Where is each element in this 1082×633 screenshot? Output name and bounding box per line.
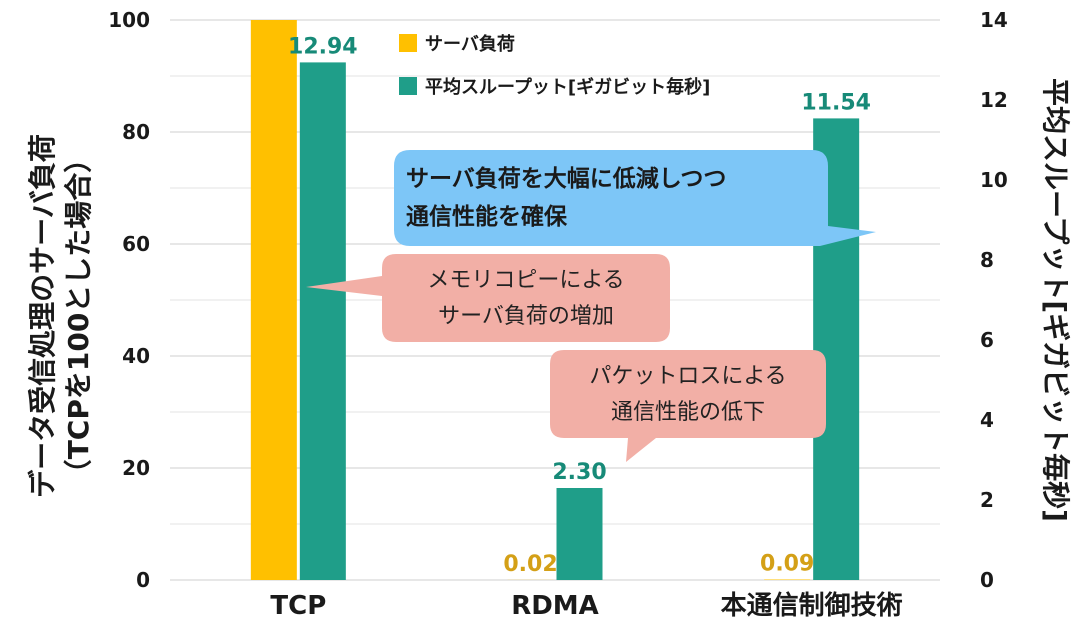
callout-red-1-line-1: メモリコピーによる	[427, 268, 624, 293]
bar	[764, 579, 811, 580]
bar	[556, 488, 603, 580]
bars	[250, 20, 860, 581]
callout-red-2: パケットロスによる 通信性能の低下	[550, 350, 826, 462]
bar	[299, 62, 346, 580]
right-tick-label: 10	[980, 168, 1008, 192]
right-tick-label: 0	[980, 568, 994, 592]
category-label: 本通信制御技術	[721, 590, 903, 621]
left-tick-label: 100	[108, 8, 150, 32]
right-tick-label: 8	[980, 248, 994, 272]
legend-swatch-server-load	[399, 34, 417, 52]
data-label: 0.09	[760, 551, 814, 576]
callout-red-1-shape	[306, 254, 670, 342]
right-tick-label: 6	[980, 328, 994, 352]
callout-red-2-line-1: パケットロスによる	[589, 364, 786, 389]
callout-blue-shape	[394, 150, 876, 246]
data-label: 0.02	[503, 552, 557, 577]
right-tick-label: 4	[980, 408, 994, 432]
left-axis-subtitle: （TCPを100とした場合）	[62, 145, 95, 488]
data-labels: 12.94 0.02 2.30 0.09 11.54	[288, 34, 871, 576]
category-labels: TCP RDMA 本通信制御技術	[270, 590, 902, 621]
callout-red-2-line-2: 通信性能の低下	[611, 400, 765, 425]
legend-swatch-throughput	[399, 77, 417, 95]
left-tick-label: 0	[136, 568, 150, 592]
data-label: 2.30	[552, 460, 606, 485]
legend: サーバ負荷 平均スループット[ギガビット毎秒]	[399, 33, 710, 98]
left-axis-title: データ受信処理のサーバ負荷	[26, 134, 59, 498]
left-tick-label: 40	[122, 344, 150, 368]
callout-blue: サーバ負荷を大幅に低減しつつ 通信性能を確保	[394, 150, 876, 246]
callout-blue-line-1: サーバ負荷を大幅に低減しつつ	[406, 165, 726, 192]
bar	[250, 20, 297, 580]
right-tick-label: 2	[980, 488, 994, 512]
callout-red-1-line-2: サーバ負荷の増加	[438, 304, 614, 329]
left-tick-label: 80	[122, 120, 150, 144]
left-tick-label: 20	[122, 456, 150, 480]
right-axis-ticks: 0 2 4 6 8 10 12 14	[980, 8, 1008, 592]
callout-blue-line-2: 通信性能を確保	[406, 203, 568, 230]
callout-red-1: メモリコピーによる サーバ負荷の増加	[306, 254, 670, 342]
right-tick-label: 12	[980, 88, 1008, 112]
category-label: RDMA	[511, 591, 599, 621]
callout-red-2-shape	[550, 350, 826, 462]
right-tick-label: 14	[980, 8, 1008, 32]
right-axis-title: 平均スループット[ギガビット毎秒]	[1039, 78, 1072, 522]
left-axis-ticks: 0 20 40 60 80 100	[108, 8, 150, 592]
left-tick-label: 60	[122, 232, 150, 256]
legend-label-throughput: 平均スループット[ギガビット毎秒]	[425, 76, 710, 98]
legend-label-server-load: サーバ負荷	[425, 33, 515, 55]
category-label: TCP	[270, 591, 326, 621]
data-label: 11.54	[801, 90, 871, 115]
data-label: 12.94	[288, 34, 358, 59]
